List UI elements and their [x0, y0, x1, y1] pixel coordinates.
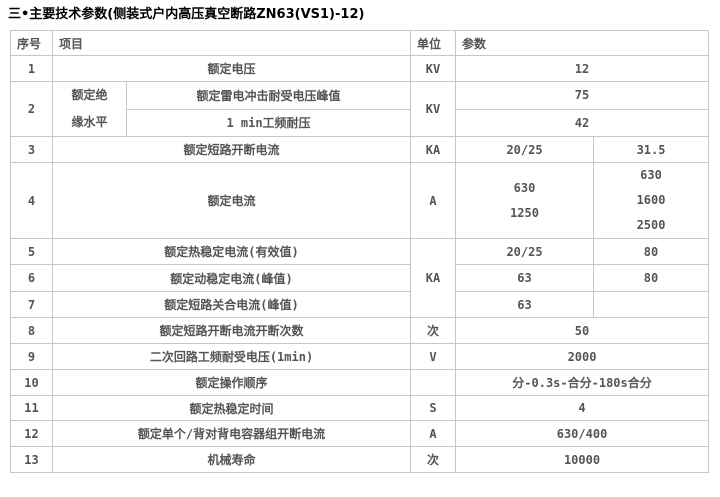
item-cell: 额定短路关合电流(峰值) — [51, 291, 412, 318]
unit-cell: A — [410, 162, 457, 239]
value-cell: 630/400 — [455, 420, 710, 447]
value-cell: 630 1250 — [455, 162, 595, 239]
table-row: 4 额定电流 A 630 1250 630 1600 2500 — [10, 162, 710, 239]
item-cell: 额定热稳定电流(有效值) — [51, 238, 412, 265]
row-no: 4 — [10, 162, 53, 239]
row-no: 7 — [10, 291, 53, 318]
row-no: 8 — [10, 317, 53, 344]
value-cell: 50 — [455, 317, 710, 344]
unit-cell: 次 — [410, 446, 457, 473]
table-row: 12 额定单个/背对背电容器组开断电流 A 630/400 — [10, 420, 710, 447]
header-unit: 单位 — [410, 30, 457, 56]
item-cell: 额定电流 — [51, 162, 412, 239]
row-no: 5 — [10, 238, 53, 265]
value-cell: 10000 — [455, 446, 710, 473]
value-cell: 63 — [455, 291, 595, 318]
item-cell: 额定热稳定时间 — [51, 395, 412, 421]
unit-cell — [410, 369, 457, 396]
value-cell: 80 — [593, 264, 710, 292]
table-row: 1 额定电压 KV 12 — [10, 55, 710, 82]
table-header-row: 序号 项目 单位 参数 — [10, 30, 710, 56]
unit-cell: KV — [410, 81, 457, 137]
value-cell: 4 — [455, 395, 710, 421]
value-cell: 2000 — [455, 343, 710, 370]
row-no: 3 — [10, 136, 53, 163]
table-row: 10 额定操作顺序 分-0.3s-合分-180s合分 — [10, 369, 710, 396]
item-cell: 机械寿命 — [51, 446, 412, 473]
table-row: 2 额定绝 缘水平 额定雷电冲击耐受电压峰值 KV 75 — [10, 81, 710, 137]
item-cell: 二次回路工频耐受电压(1min) — [51, 343, 412, 370]
table-row: 8 额定短路开断电流开断次数 次 50 — [10, 317, 710, 344]
value-cell: 20/25 — [455, 136, 595, 163]
table-row: 11 额定热稳定时间 S 4 — [10, 395, 710, 421]
unit-cell: V — [410, 343, 457, 370]
row-no: 6 — [10, 264, 53, 292]
value-cell: 80 — [593, 238, 710, 265]
unit-cell: KA — [410, 136, 457, 163]
page-title: 三•主要技术参数(侧装式户内高压真空断路ZN63(VS1)-12) — [8, 7, 365, 22]
value-cell: 20/25 — [455, 238, 595, 265]
table-row: 5 额定热稳定电流(有效值) KA 20/25 80 — [10, 238, 710, 318]
row-no: 9 — [10, 343, 53, 370]
table-row: 1 min工频耐压 42 — [11, 108, 710, 137]
header-param: 参数 — [455, 30, 710, 56]
item-cell: 1 min工频耐压 — [125, 108, 412, 137]
item-group-cell: 额定绝 缘水平 — [52, 81, 127, 137]
row-no: 10 — [10, 369, 53, 396]
row-no: 13 — [10, 446, 53, 473]
unit-cell: S — [410, 395, 457, 421]
item-cell: 额定操作顺序 — [51, 369, 412, 396]
item-cell: 额定短路开断电流开断次数 — [51, 317, 412, 344]
row-no: 2 — [10, 81, 53, 137]
unit-cell: KV — [410, 55, 457, 82]
row-no: 11 — [10, 395, 53, 421]
value-cell: 75 — [455, 81, 710, 110]
spec-table: 序号 项目 单位 参数 1 额定电压 KV 12 2 额定绝 缘水平 额定雷电冲… — [10, 30, 710, 473]
unit-cell: A — [410, 420, 457, 447]
unit-cell: 次 — [410, 317, 457, 344]
value-cell: 63 — [455, 264, 595, 292]
table-row: 13 机械寿命 次 10000 — [10, 446, 710, 473]
table-row: 3 额定短路开断电流 KA 20/25 31.5 — [10, 136, 710, 163]
item-cell: 额定电压 — [51, 55, 412, 82]
header-item: 项目 — [51, 30, 412, 56]
header-index: 序号 — [10, 30, 53, 56]
unit-cell: KA — [410, 238, 457, 318]
item-cell: 额定动稳定电流(峰值) — [51, 264, 412, 292]
value-cell: 42 — [455, 108, 710, 137]
value-cell: 31.5 — [593, 136, 710, 163]
value-cell — [593, 291, 710, 318]
table-row: 6 额定动稳定电流(峰值) 63 80 — [10, 264, 710, 292]
row-no: 12 — [10, 420, 53, 447]
table-row: 9 二次回路工频耐受电压(1min) V 2000 — [10, 343, 710, 370]
value-cell: 分-0.3s-合分-180s合分 — [455, 369, 710, 396]
value-cell: 12 — [455, 55, 710, 82]
item-cell: 额定单个/背对背电容器组开断电流 — [51, 420, 412, 447]
table-row: 7 额定短路关合电流(峰值) 63 — [10, 291, 710, 318]
value-cell: 630 1600 2500 — [593, 162, 710, 239]
row-no: 1 — [10, 55, 53, 82]
item-cell: 额定短路开断电流 — [51, 136, 412, 163]
item-cell: 额定雷电冲击耐受电压峰值 — [125, 81, 412, 110]
